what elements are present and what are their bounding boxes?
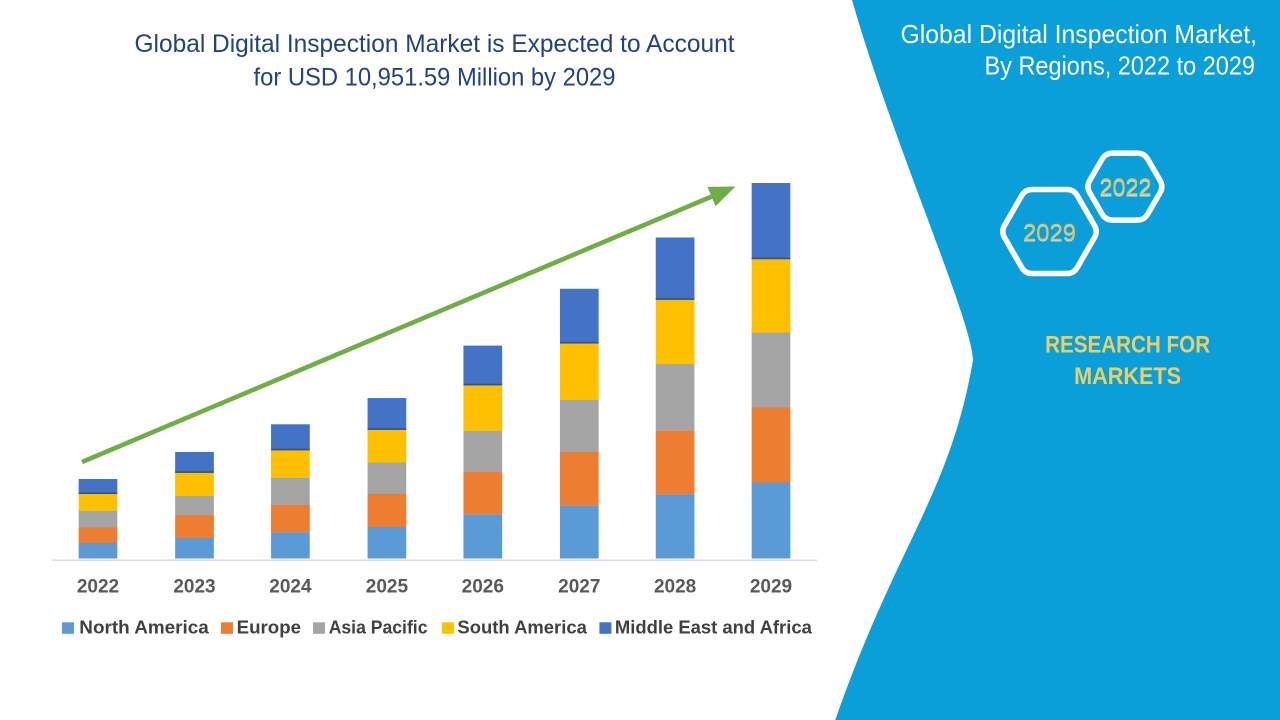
svg-text:By Regions, 2022 to 2029: By Regions, 2022 to 2029 — [985, 51, 1256, 81]
svg-text:2029: 2029 — [1023, 219, 1076, 246]
svg-text:2022: 2022 — [77, 577, 119, 598]
svg-text:Global Digital Inspection Mark: Global Digital Inspection Market, — [901, 19, 1258, 49]
svg-text:North America: North America — [79, 618, 210, 638]
svg-text:2024: 2024 — [269, 577, 312, 598]
svg-text:2029: 2029 — [1023, 221, 1076, 248]
svg-text:2025: 2025 — [366, 577, 409, 598]
svg-text:2029: 2029 — [750, 577, 792, 598]
svg-text:2027: 2027 — [558, 577, 600, 598]
svg-text:Europe: Europe — [237, 618, 301, 638]
svg-text:Global Digital Inspection Mark: Global Digital Inspection Market is Expe… — [135, 30, 735, 58]
svg-text:2022: 2022 — [1100, 175, 1152, 202]
svg-text:South America: South America — [457, 618, 587, 638]
svg-text:RESEARCH FOR: RESEARCH FOR — [1045, 332, 1210, 359]
svg-text:for USD 10,951.59 Million by 2: for USD 10,951.59 Million by 2029 — [254, 64, 616, 92]
svg-text:2023: 2023 — [173, 577, 215, 598]
svg-text:2028: 2028 — [654, 577, 696, 598]
svg-text:Asia Pacific: Asia Pacific — [329, 618, 428, 638]
svg-text:MARKETS: MARKETS — [1074, 363, 1181, 390]
svg-text:2022: 2022 — [1100, 174, 1152, 201]
svg-text:2026: 2026 — [462, 577, 504, 598]
svg-text:Middle East and Africa: Middle East and Africa — [615, 618, 813, 638]
